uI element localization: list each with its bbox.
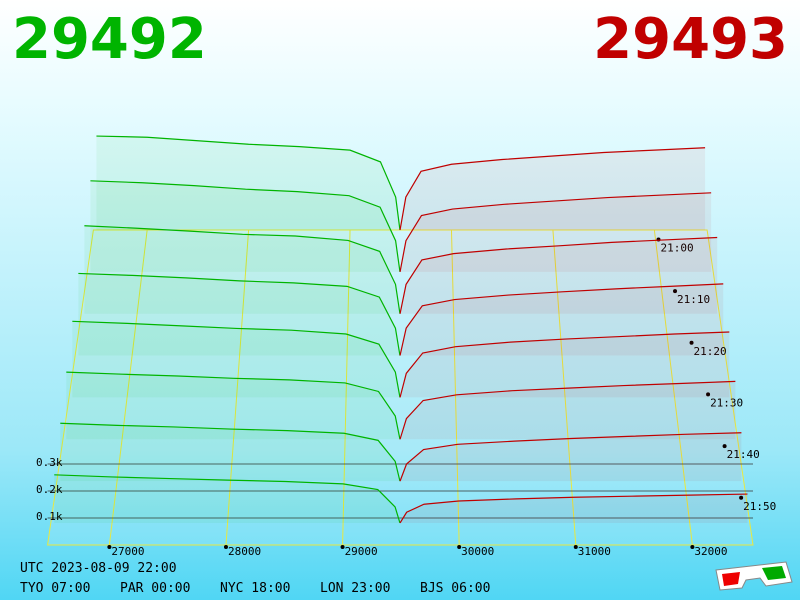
utc-time: UTC 2023-08-09 22:00 bbox=[20, 561, 177, 576]
time-tick-label: 21:30 bbox=[710, 396, 743, 409]
ask-depth-line bbox=[399, 236, 718, 314]
bid-depth-line bbox=[60, 422, 401, 482]
ask-depth-line bbox=[399, 380, 736, 440]
depth-area bbox=[72, 321, 400, 398]
x-tick-dot bbox=[457, 545, 462, 549]
city-times: TYO 07:00 PAR 00:00 NYC 18:00 LON 23:00 BJS … bbox=[20, 581, 490, 596]
time-tick-label: 21:40 bbox=[727, 448, 760, 461]
city-time: TYO 07:00 bbox=[20, 581, 90, 596]
x-tick-dot bbox=[573, 545, 578, 549]
depth-tick-label: 0.3k bbox=[36, 456, 63, 469]
depth-area bbox=[96, 136, 400, 230]
depth-area bbox=[400, 432, 742, 482]
bid-depth-line bbox=[54, 474, 401, 524]
time-tick-dot bbox=[722, 444, 727, 449]
bid-depth-line bbox=[72, 320, 401, 398]
depth-area bbox=[400, 331, 730, 398]
ask-depth-line bbox=[399, 283, 724, 356]
time-tick-dot bbox=[673, 289, 678, 294]
x-tick-label: 32000 bbox=[694, 545, 727, 558]
depth-area bbox=[400, 192, 712, 272]
bid-depth-line bbox=[84, 225, 401, 314]
time-tick-label: 21:20 bbox=[694, 345, 727, 358]
ask-depth-line bbox=[399, 493, 748, 524]
floor-grid-line bbox=[108, 229, 148, 546]
bid-depth-line bbox=[96, 135, 401, 231]
bid-depth-line bbox=[90, 180, 401, 272]
x-tick-dot bbox=[107, 545, 112, 549]
depth-area bbox=[66, 372, 400, 440]
x-tick-label: 30000 bbox=[461, 545, 494, 558]
floor-grid-line bbox=[225, 229, 250, 546]
city-time: LON 23:00 bbox=[320, 581, 390, 596]
best-ask: 29493 bbox=[593, 7, 788, 72]
time-tick-label: 21:00 bbox=[660, 241, 693, 254]
ask-depth-line bbox=[399, 432, 742, 482]
x-tick-dot bbox=[340, 545, 345, 549]
depth-area bbox=[54, 474, 400, 523]
depth-area bbox=[400, 283, 724, 356]
depth-tick-label: 0.2k bbox=[36, 483, 63, 496]
depth-area bbox=[78, 273, 400, 356]
depth-area bbox=[400, 147, 706, 230]
ask-depth-line bbox=[399, 331, 730, 398]
bid-depth-line bbox=[66, 371, 401, 440]
plot: 27000 28000 29000 30000 31000 32000 0.1k 0.2k 0.… bbox=[36, 135, 776, 558]
city-time: NYC 18:00 bbox=[220, 581, 290, 596]
ask-depth-line bbox=[399, 147, 706, 231]
floor-grid-line bbox=[342, 229, 351, 546]
x-tick-dot bbox=[223, 545, 228, 549]
time-tick-dot bbox=[739, 495, 744, 500]
floor bbox=[46, 229, 754, 546]
depth-area bbox=[400, 381, 736, 440]
depth-tick-label: 0.1k bbox=[36, 510, 63, 523]
x-tick-label: 27000 bbox=[111, 545, 144, 558]
depth-area bbox=[84, 225, 400, 314]
time-tick-label: 21:50 bbox=[743, 500, 776, 513]
x-tick-label: 31000 bbox=[578, 545, 611, 558]
bid-depth-line bbox=[78, 272, 401, 356]
3d-glasses-icon bbox=[715, 561, 793, 591]
time-tick-dot bbox=[689, 340, 694, 345]
x-tick-dot bbox=[690, 545, 695, 549]
city-time: PAR 00:00 bbox=[120, 581, 190, 596]
depth-area bbox=[400, 494, 748, 523]
x-tick-label: 28000 bbox=[228, 545, 261, 558]
time-tick-dot bbox=[706, 392, 711, 397]
depth-area bbox=[90, 180, 400, 272]
floor-grid-line bbox=[552, 229, 577, 546]
x-tick-label: 29000 bbox=[345, 545, 378, 558]
depth-area bbox=[60, 423, 400, 482]
city-time: BJS 06:00 bbox=[420, 581, 490, 596]
floor-grid-line bbox=[653, 229, 693, 546]
floor-grid-line bbox=[450, 229, 460, 546]
ask-depth-line bbox=[399, 192, 712, 272]
time-tick-label: 21:10 bbox=[677, 293, 710, 306]
depth-area bbox=[400, 237, 718, 314]
best-bid: 29492 bbox=[12, 7, 207, 72]
